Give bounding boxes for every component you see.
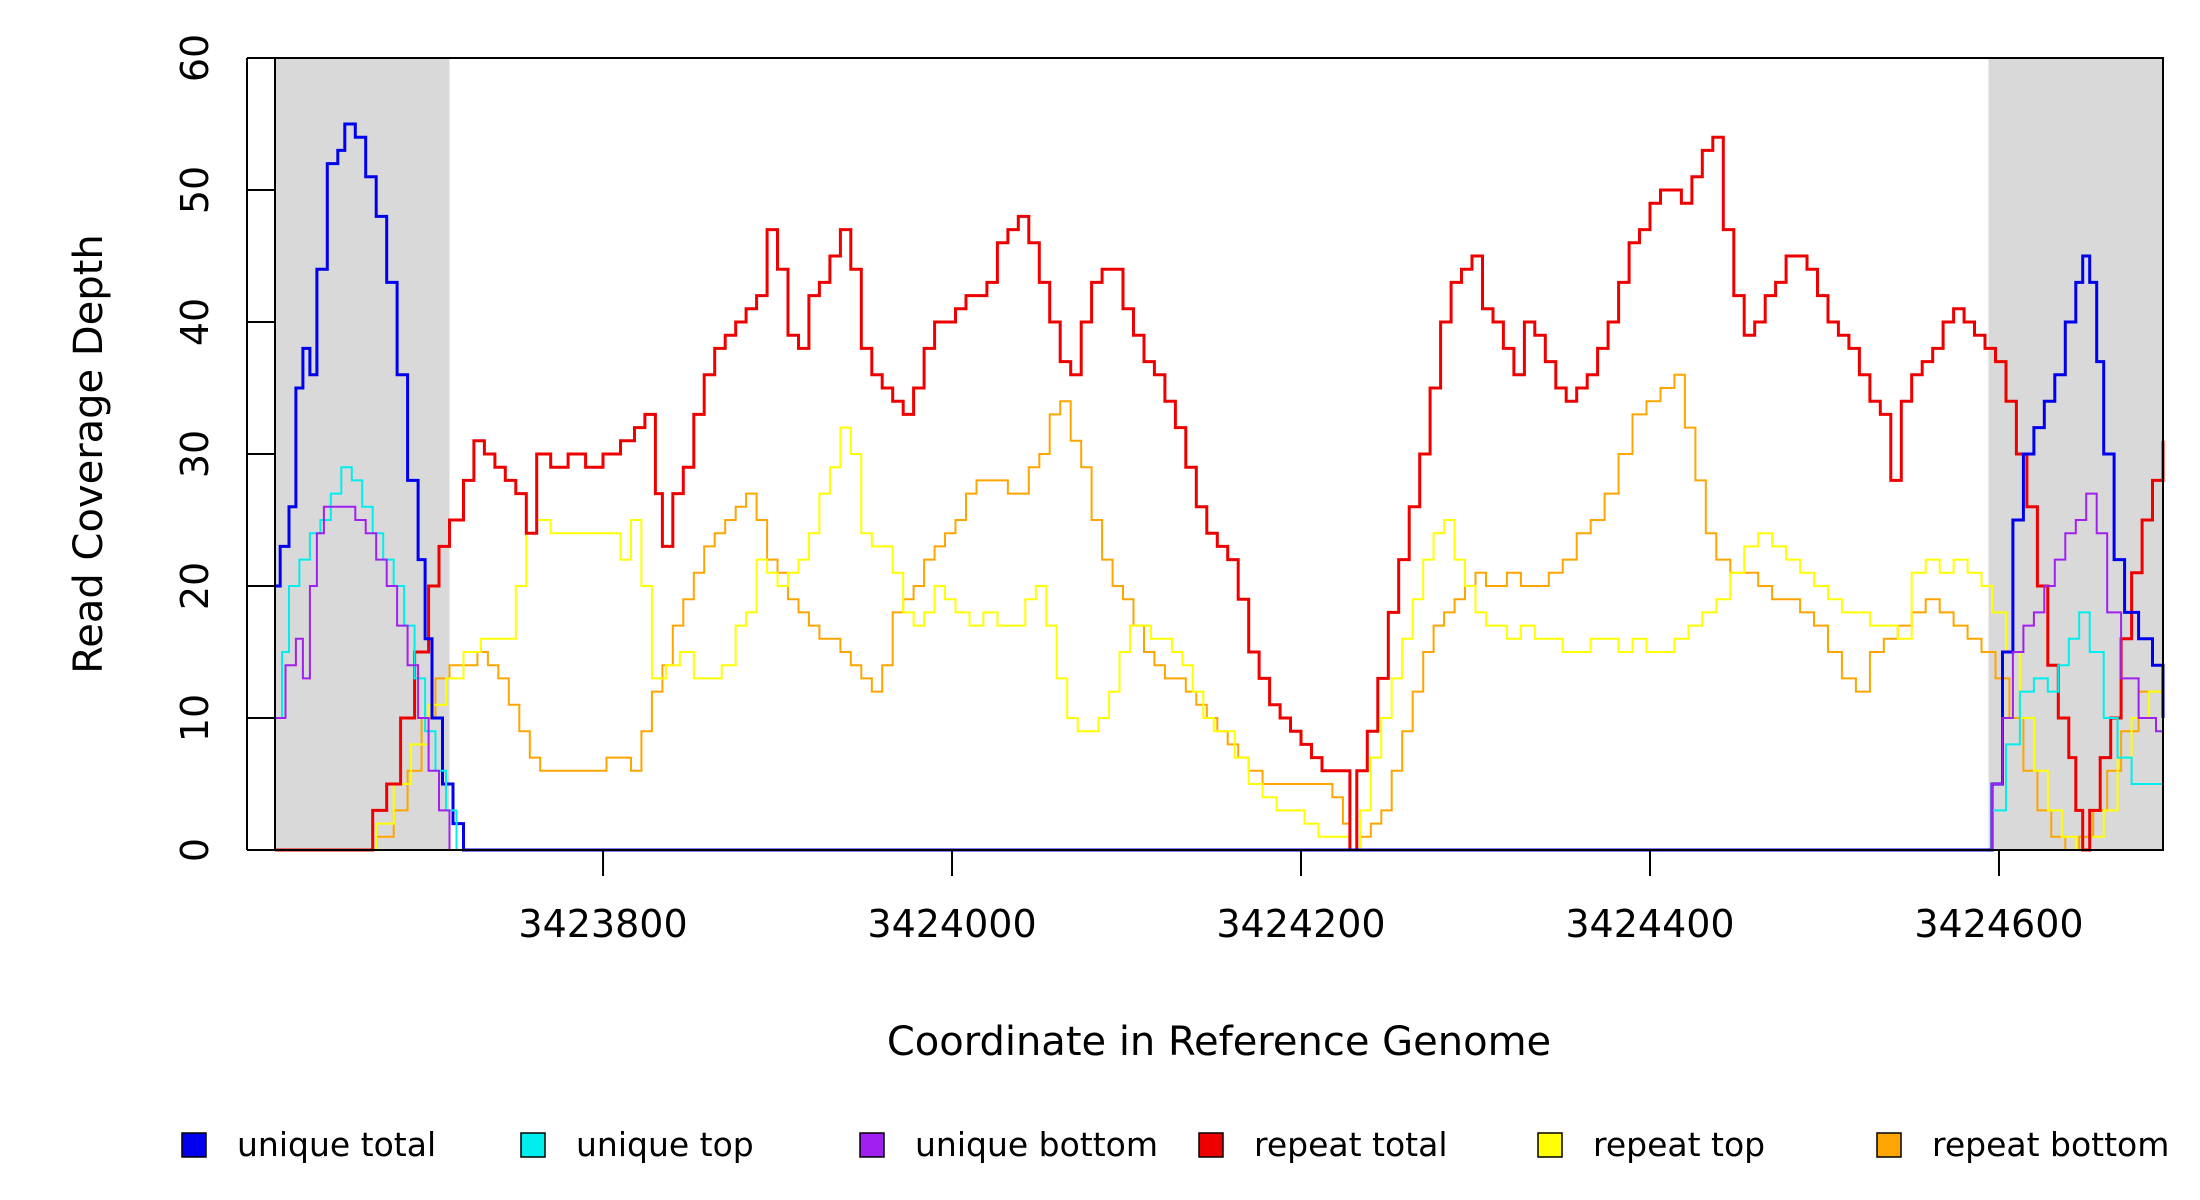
legend-swatch-unique-top	[520, 1132, 546, 1158]
x-tick-label-4: 3424400	[1565, 902, 1734, 946]
legend-swatch-repeat-bottom	[1876, 1132, 1902, 1158]
legend-label-unique-bottom: unique bottom	[915, 1125, 1158, 1164]
y-axis-title: Read Coverage Depth	[66, 234, 112, 673]
y-tick-label-1: 0	[173, 838, 217, 862]
legend-swatch-unique-bottom	[859, 1132, 885, 1158]
series-line-unique-total	[275, 122, 2165, 852]
series-line-unique-top	[275, 466, 2163, 851]
legend-swatch-repeat-top	[1537, 1132, 1563, 1158]
shaded-regions	[275, 58, 2163, 850]
y-tick-label-6: 50	[173, 166, 217, 214]
series-line-repeat-top	[275, 426, 2164, 851]
x-axis-title: Coordinate in Reference Genome	[887, 1019, 1551, 1065]
legend-label-unique-total: unique total	[237, 1125, 436, 1164]
y-tick-label-5: 40	[173, 298, 217, 346]
y-tick-label-4: 30	[173, 430, 217, 478]
legend-swatch-repeat-total	[1198, 1132, 1224, 1158]
legend-label-repeat-bottom: repeat bottom	[1932, 1125, 2169, 1164]
legend-label-unique-top: unique top	[576, 1125, 754, 1164]
legend-label-repeat-top: repeat top	[1593, 1125, 1765, 1164]
y-tick-label-3: 20	[173, 562, 217, 610]
series-line-unique-bottom	[275, 492, 2164, 851]
legend-swatch-unique-total	[181, 1132, 207, 1158]
y-axis: 0 10 20 30 40 50 60	[173, 34, 275, 862]
series-line-repeat-total	[275, 135, 2165, 852]
shaded-region-1	[275, 58, 450, 850]
legend: unique total unique top unique bottom repea…	[181, 1125, 2169, 1164]
x-tick-label-2: 3424000	[867, 902, 1036, 946]
series-lines	[275, 122, 2165, 852]
x-tick-label-1: 3423800	[518, 902, 687, 946]
y-tick-label-7: 60	[173, 34, 217, 82]
series-line-repeat-bottom	[275, 373, 2164, 851]
legend-label-repeat-total: repeat total	[1254, 1125, 1448, 1164]
x-axis: 3423800 3424000 3424200 3424400 3424600	[518, 850, 2084, 946]
x-tick-label-3: 3424200	[1216, 902, 1385, 946]
x-tick-label-5: 3424600	[1914, 902, 2083, 946]
y-tick-label-2: 10	[173, 694, 217, 742]
